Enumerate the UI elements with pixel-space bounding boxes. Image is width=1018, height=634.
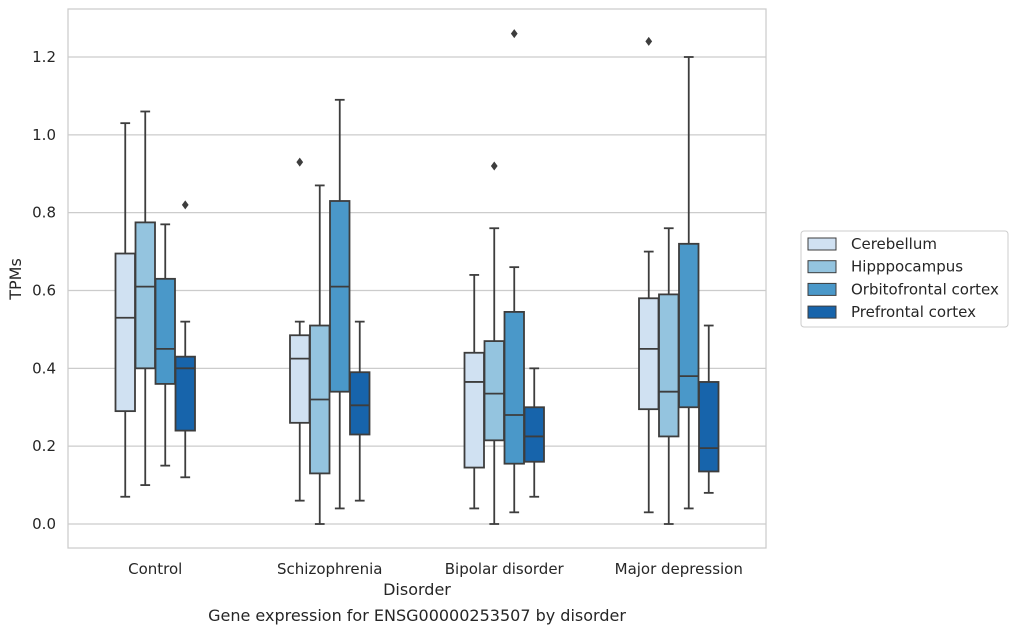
plot-area-frame [67, 8, 767, 549]
box [114, 252, 136, 413]
box [349, 371, 371, 436]
legend-swatch [807, 260, 837, 274]
x-tick-label: Bipolar disorder [445, 560, 565, 578]
y-axis-ticks: 0.0 0.2 0.4 0.6 0.8 1.0 1.2 [32, 48, 56, 533]
box-group [638, 36, 660, 514]
box-group [114, 122, 136, 498]
y-tick-label: 1.2 [32, 48, 56, 66]
box-group [658, 227, 680, 525]
box [523, 406, 545, 463]
box [329, 200, 351, 393]
legend-swatch [807, 237, 837, 251]
box [658, 293, 680, 438]
box [174, 355, 196, 432]
box-group [154, 223, 176, 467]
box [638, 297, 660, 411]
box [483, 340, 505, 442]
box-group [309, 184, 331, 525]
x-tick-label: Control [128, 560, 182, 578]
outlier-point [490, 161, 498, 171]
box-group [483, 161, 505, 525]
box [289, 334, 311, 424]
box-group [289, 157, 311, 502]
box-group [698, 324, 720, 494]
y-tick-label: 0.6 [32, 282, 56, 300]
box [154, 277, 176, 385]
y-tick-label: 0.4 [32, 359, 56, 377]
y-tick-label: 1.0 [32, 126, 56, 144]
box-group [503, 29, 525, 514]
box [678, 242, 700, 409]
x-tick-label: Major depression [615, 560, 743, 578]
x-axis-ticks: Control Schizophrenia Bipolar disorder Majo… [128, 560, 743, 578]
box-group [134, 110, 156, 486]
box [463, 351, 485, 469]
legend-swatch [807, 305, 837, 319]
legend-frame [800, 230, 1009, 328]
figure-caption: Gene expression for ENSG00000253507 by d… [208, 606, 626, 625]
outlier-point [181, 200, 189, 210]
box-group [174, 200, 196, 479]
box [698, 381, 720, 473]
outlier-point [296, 157, 304, 167]
box-group [463, 274, 485, 510]
y-axis-label: TPMs [6, 258, 25, 301]
box-group [523, 367, 545, 498]
legend-swatch [807, 282, 837, 296]
legend-entries: Cerebellum Hipppocampus Orbitofrontal cort… [807, 235, 999, 321]
y-tick-label: 0.0 [32, 515, 56, 533]
legend: Cerebellum Hipppocampus Orbitofrontal cort… [800, 230, 1009, 328]
y-tick-label: 0.8 [32, 204, 56, 222]
box-group [678, 56, 700, 510]
x-tick-label: Schizophrenia [277, 560, 382, 578]
x-axis-label: Disorder [383, 580, 451, 599]
legend-label: Orbitofrontal cortex [851, 280, 999, 298]
outlier-point [645, 36, 653, 46]
box-group [329, 98, 351, 510]
box-group [349, 320, 371, 502]
outlier-point [510, 29, 518, 39]
legend-label: Prefrontal cortex [851, 303, 976, 321]
box [134, 221, 156, 370]
box [503, 311, 525, 465]
y-tick-label: 0.2 [32, 437, 56, 455]
legend-label: Hipppocampus [851, 258, 963, 276]
legend-label: Cerebellum [851, 235, 937, 253]
boxes [114, 29, 720, 525]
